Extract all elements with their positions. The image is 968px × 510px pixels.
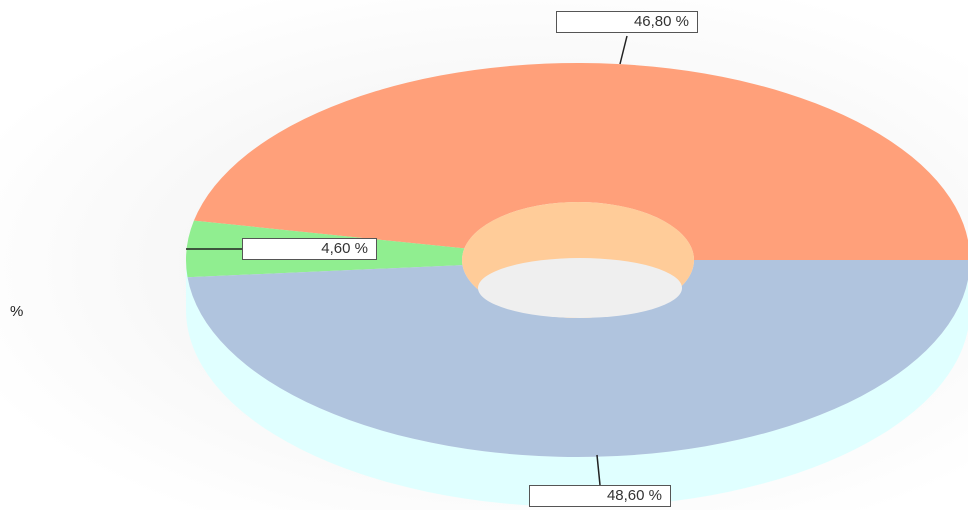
leader-line-1: [619, 35, 628, 65]
doughnut-hole-floor: [478, 258, 682, 318]
doughnut-slices: [185, 63, 968, 457]
doughnut-side-wall: [186, 260, 968, 507]
data-label-slice-3: 4,60 %: [242, 238, 377, 260]
leader-line-2: [596, 454, 601, 486]
doughnut-slice-1: [193, 63, 968, 260]
label-leader-lines: [186, 35, 628, 486]
unit-label: %: [10, 303, 24, 320]
data-label-slice-2: 48,60 %: [529, 485, 671, 507]
data-label-slice-1: 46,80 %: [556, 11, 698, 33]
doughnut-slice-2: [187, 260, 968, 457]
